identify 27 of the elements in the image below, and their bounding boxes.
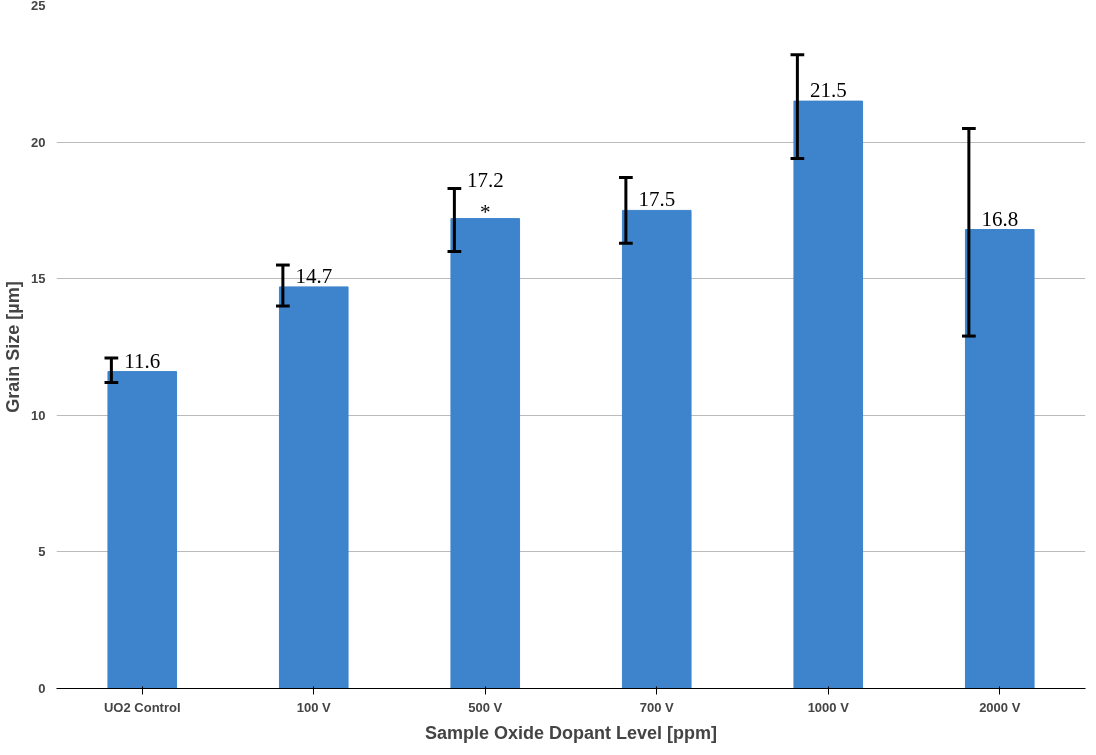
x-tick-label: 500 V (468, 699, 503, 715)
y-axis-title: Grain Size [µm] (3, 281, 24, 413)
bar (621, 209, 692, 689)
data-label: 14.7 (295, 263, 333, 288)
x-axis-title: Sample Oxide Dopant Level [ppm] (424, 722, 718, 743)
y-tick-label: 0 (38, 681, 46, 696)
data-label: 11.6 (124, 348, 161, 373)
y-tick-label: 10 (31, 407, 46, 423)
y-tick-label: 25 (31, 0, 46, 13)
y-tick-label: 20 (31, 134, 46, 150)
annotation: * (480, 199, 491, 224)
data-label: 17.5 (638, 187, 676, 212)
bar (278, 286, 349, 689)
y-tick-label: 5 (38, 544, 46, 560)
bar (450, 218, 521, 689)
data-label: 17.2 (466, 167, 504, 192)
bar (964, 229, 1035, 689)
x-tick-label: 100 V (296, 699, 332, 715)
bar (793, 100, 864, 689)
x-tick-label: 700 V (639, 699, 675, 715)
data-label: 21.5 (809, 78, 847, 103)
x-tick-label: UO2 Control (103, 699, 181, 715)
x-tick-label: 1000 V (807, 699, 850, 715)
y-tick-label: 15 (31, 271, 46, 287)
data-label: 16.8 (981, 206, 1019, 231)
x-tick-label: 2000 V (979, 699, 1021, 715)
bar (107, 371, 178, 689)
